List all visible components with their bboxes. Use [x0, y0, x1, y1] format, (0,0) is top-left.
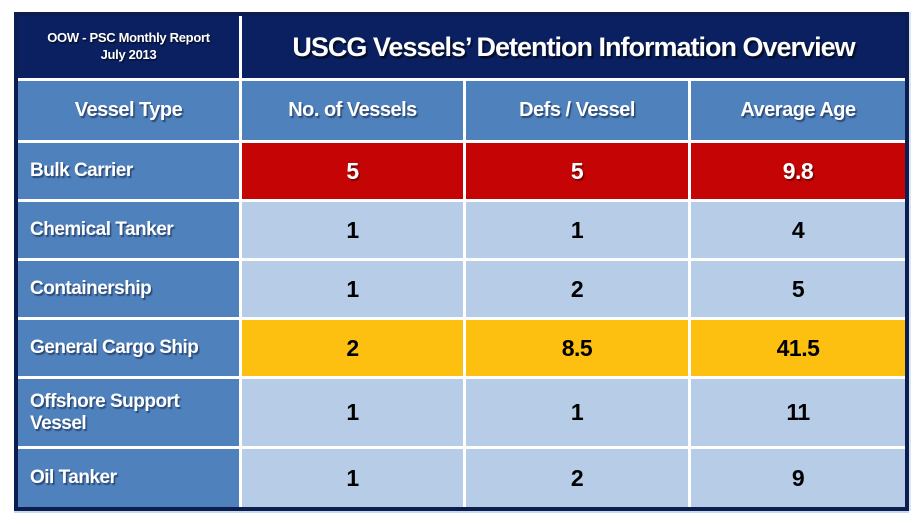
table-title: USCG Vessels’ Detention Information Over… — [242, 16, 905, 78]
report-label-line2: July 2013 — [100, 47, 157, 62]
data-cell-containership-age: 5 — [691, 261, 905, 317]
data-cell-general-cargo-vessels: 2 — [242, 320, 463, 376]
column-header-no-of-vessels: No. of Vessels — [242, 81, 463, 140]
column-header-vessel-type: Vessel Type — [18, 81, 239, 140]
row-label-chemical-tanker: Chemical Tanker — [18, 202, 239, 258]
row-label-general-cargo-ship: General Cargo Ship — [18, 320, 239, 376]
data-cell-offshore-support-age: 11 — [691, 379, 905, 446]
data-cell-offshore-support-defs: 1 — [466, 379, 688, 446]
data-cell-oil-tanker-vessels: 1 — [242, 449, 463, 507]
column-header-average-age: Average Age — [691, 81, 905, 140]
column-header-defs-per-vessel: Defs / Vessel — [466, 81, 688, 140]
data-cell-containership-defs: 2 — [466, 261, 688, 317]
row-label-offshore-support-vessel: Offshore Support Vessel — [18, 379, 239, 446]
row-label-oil-tanker: Oil Tanker — [18, 449, 239, 507]
data-cell-offshore-support-vessels: 1 — [242, 379, 463, 446]
data-cell-chemical-tanker-defs: 1 — [466, 202, 688, 258]
row-label-bulk-carrier: Bulk Carrier — [18, 143, 239, 199]
report-label: OOW - PSC Monthly Report July 2013 — [18, 16, 239, 78]
row-label-containership: Containership — [18, 261, 239, 317]
data-cell-containership-vessels: 1 — [242, 261, 463, 317]
data-cell-general-cargo-defs: 8.5 — [466, 320, 688, 376]
data-cell-chemical-tanker-age: 4 — [691, 202, 905, 258]
data-cell-oil-tanker-age: 9 — [691, 449, 905, 507]
data-cell-general-cargo-age: 41.5 — [691, 320, 905, 376]
data-cell-bulk-carrier-vessels: 5 — [242, 143, 463, 199]
data-cell-oil-tanker-defs: 2 — [466, 449, 688, 507]
data-cell-chemical-tanker-vessels: 1 — [242, 202, 463, 258]
report-label-line1: OOW - PSC Monthly Report — [47, 30, 210, 46]
data-cell-bulk-carrier-age: 9.8 — [691, 143, 905, 199]
detention-table: OOW - PSC Monthly Report July 2013 USCG … — [14, 12, 909, 511]
data-cell-bulk-carrier-defs: 5 — [466, 143, 688, 199]
